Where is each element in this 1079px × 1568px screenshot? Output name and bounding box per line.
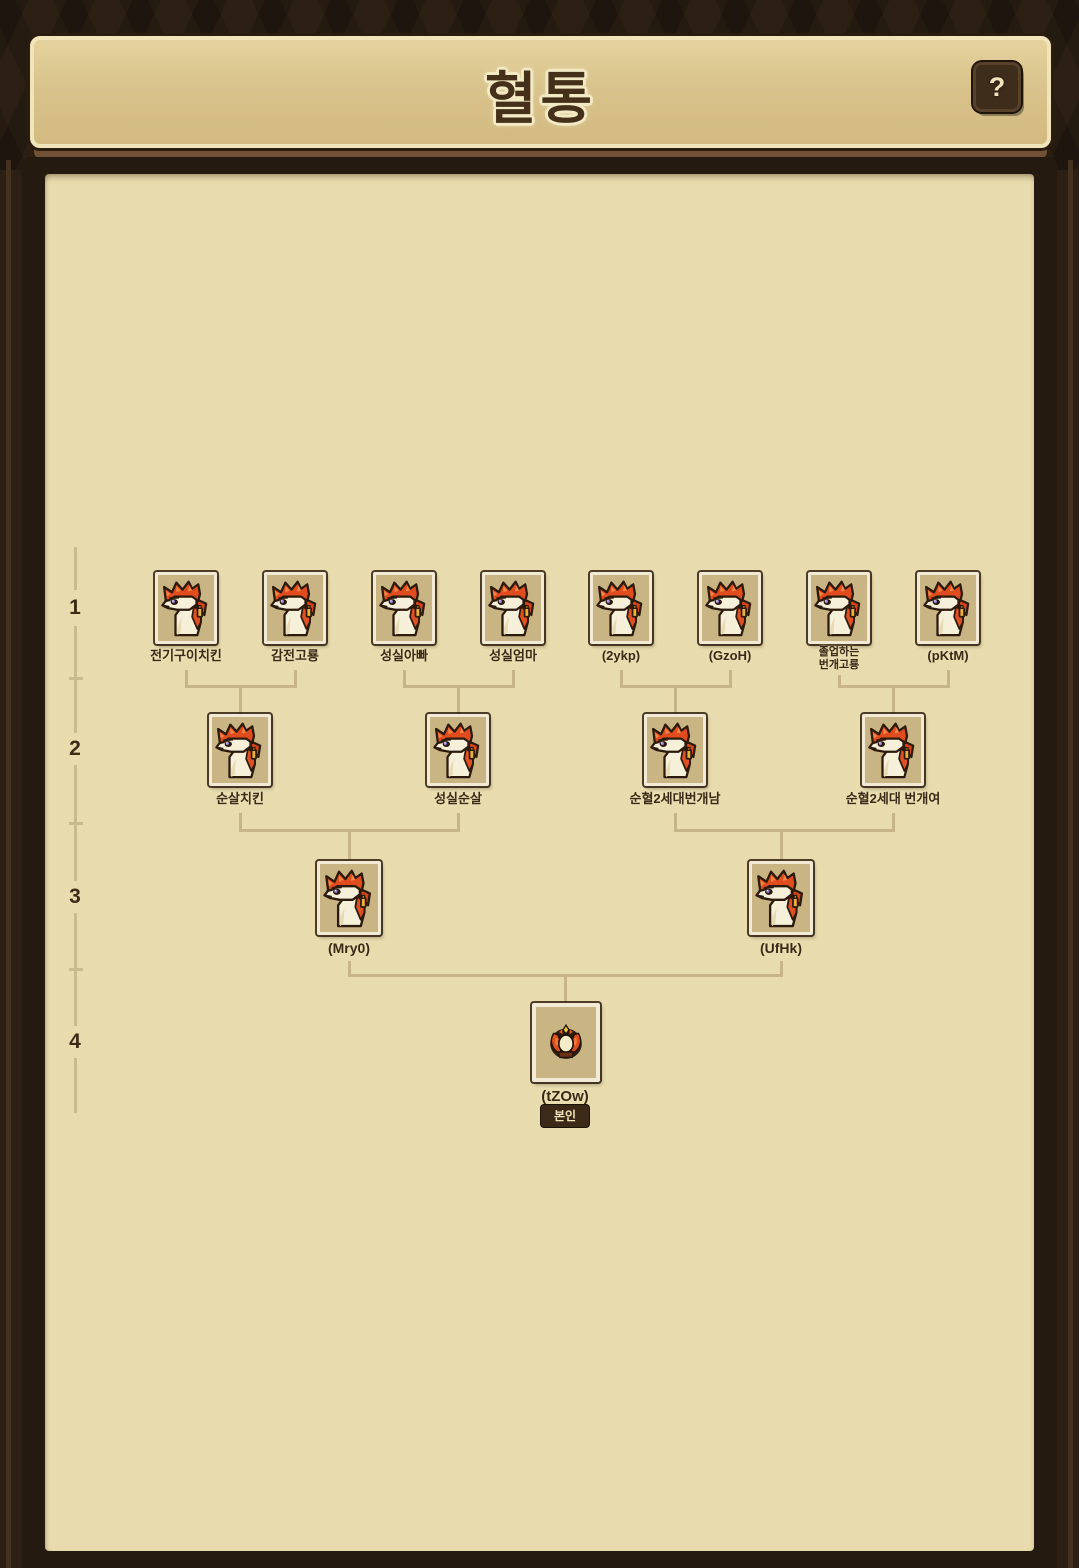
member-name: 졸업하는 번개고룡 xyxy=(818,646,860,671)
axis-line xyxy=(74,1058,77,1113)
generation-label-2: 2 xyxy=(69,737,81,760)
member-name: (GzoH) xyxy=(708,648,752,663)
connector-line xyxy=(239,813,242,832)
right-edge-trim xyxy=(1068,160,1073,1568)
dragon-icon xyxy=(158,575,214,641)
member-name: 전기구이치킨 xyxy=(150,648,222,663)
portrait-self[interactable] xyxy=(532,1003,600,1082)
portrait-gen1-5[interactable] xyxy=(590,572,652,644)
connector-line xyxy=(239,685,242,714)
portrait-gen3-2[interactable] xyxy=(749,861,813,935)
connector-line xyxy=(838,675,841,687)
axis-tick xyxy=(69,968,83,971)
connector-line xyxy=(403,670,406,687)
connector-line xyxy=(348,829,351,861)
self-badge: 본인 xyxy=(540,1105,590,1127)
axis-tick xyxy=(69,822,83,825)
page-title: 혈통 xyxy=(484,67,597,130)
member-name: (pKtM) xyxy=(927,648,969,663)
connector-line xyxy=(620,670,623,687)
connector-line xyxy=(892,685,895,714)
member-name: 성실엄마 xyxy=(489,648,537,663)
connector-line xyxy=(512,670,515,687)
portrait-gen2-2[interactable] xyxy=(427,714,489,786)
connector-line xyxy=(947,670,950,687)
connector-line xyxy=(457,813,460,832)
member-name: 순혈2세대번개남 xyxy=(629,791,721,806)
left-edge-trim xyxy=(6,160,11,1568)
connector-line xyxy=(892,813,895,832)
dragon-icon xyxy=(267,575,323,641)
dragon-icon xyxy=(320,864,378,932)
portrait-gen2-1[interactable] xyxy=(209,714,271,786)
portrait-gen1-8[interactable] xyxy=(917,572,979,644)
question-icon: ? xyxy=(988,71,1006,102)
family-tree-panel xyxy=(45,174,1034,1551)
connector-line xyxy=(729,670,732,687)
connector-line xyxy=(457,685,460,714)
connector-line xyxy=(294,670,297,687)
egg-icon xyxy=(544,1021,588,1065)
generation-label-4: 4 xyxy=(69,1030,81,1053)
portrait-gen1-4[interactable] xyxy=(482,572,544,644)
portrait-gen3-1[interactable] xyxy=(317,861,381,935)
portrait-gen1-2[interactable] xyxy=(264,572,326,644)
dragon-icon xyxy=(811,575,867,641)
connector-line xyxy=(780,961,783,977)
member-name: 성실순살 xyxy=(434,791,482,806)
axis-tick xyxy=(69,677,83,680)
member-name: 순살치킨 xyxy=(216,791,264,806)
axis-line xyxy=(74,547,77,590)
connector-line xyxy=(348,961,351,977)
portrait-gen2-4[interactable] xyxy=(862,714,924,786)
help-button[interactable]: ? xyxy=(973,62,1021,112)
connector-line xyxy=(674,829,895,832)
connector-line xyxy=(674,813,677,832)
portrait-gen1-7[interactable] xyxy=(808,572,870,644)
portrait-gen1-1[interactable] xyxy=(155,572,217,644)
portrait-gen1-6[interactable] xyxy=(699,572,761,644)
connector-line xyxy=(564,974,567,1003)
member-name: 감전고룡 xyxy=(271,648,319,663)
dragon-icon xyxy=(920,575,976,641)
member-name: 순혈2세대 번개여 xyxy=(845,791,941,806)
connector-line xyxy=(780,829,783,861)
member-name: 성실아빠 xyxy=(380,648,428,663)
panel-border xyxy=(22,157,1057,1568)
header-bar: 혈통 ? xyxy=(30,36,1051,148)
member-name: (tZOw) xyxy=(541,1088,589,1105)
member-name: (Mry0) xyxy=(327,940,370,956)
dragon-icon xyxy=(430,717,486,783)
connector-line xyxy=(674,685,677,714)
dragon-icon xyxy=(212,717,268,783)
member-name: (UfHk) xyxy=(760,940,802,956)
member-name: (2ykp) xyxy=(601,648,641,663)
portrait-gen2-3[interactable] xyxy=(644,714,706,786)
dragon-icon xyxy=(593,575,649,641)
dragon-icon xyxy=(702,575,758,641)
dragon-icon xyxy=(752,864,810,932)
portrait-gen1-3[interactable] xyxy=(373,572,435,644)
generation-label-3: 3 xyxy=(69,885,81,908)
connector-line xyxy=(185,670,188,687)
dragon-icon xyxy=(485,575,541,641)
dragon-icon xyxy=(865,717,921,783)
dragon-icon xyxy=(376,575,432,641)
dragon-icon xyxy=(647,717,703,783)
self-badge-wrap: 본인 xyxy=(490,1105,640,1127)
generation-label-1: 1 xyxy=(69,596,81,619)
